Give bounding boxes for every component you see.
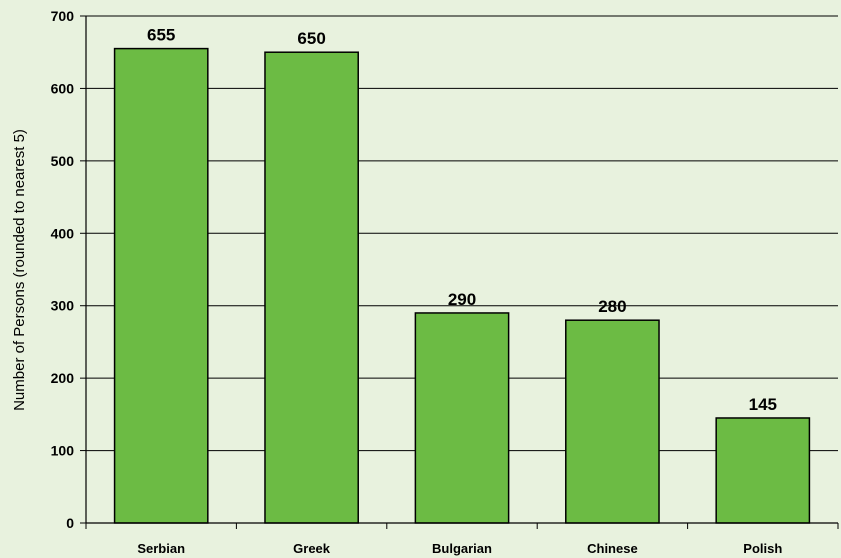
data-label-chinese: 280 [598,297,626,316]
x-tick-label-bulgarian: Bulgarian [432,541,492,556]
y-tick-label: 100 [51,443,75,459]
y-tick-labels: 0 100 200 300 400 500 600 700 [51,8,75,531]
y-tick-label: 700 [51,8,75,24]
y-tick-label: 600 [51,80,75,96]
data-label-polish: 145 [749,395,777,414]
data-label-serbian: 655 [147,26,175,45]
x-tick-label-greek: Greek [293,541,331,556]
data-labels: 655 650 290 280 145 [147,26,777,414]
axes [80,15,839,529]
y-axis-title: Number of Persons (rounded to nearest 5) [11,129,28,411]
y-tick-label: 400 [51,225,75,241]
y-tick-label: 0 [66,515,74,531]
bar-serbian [113,47,209,524]
y-tick-label: 500 [51,153,75,169]
y-tick-label: 200 [51,370,75,386]
x-tick-label-serbian: Serbian [137,541,185,556]
data-label-bulgarian: 290 [448,290,476,309]
y-tick-label: 300 [51,298,75,314]
bar-greek [264,51,359,524]
data-label-greek: 650 [297,29,325,48]
bar-polish [715,417,811,524]
x-tick-label-polish: Polish [743,541,782,556]
x-tick-label-chinese: Chinese [587,541,638,556]
bar-chinese [565,319,660,524]
bar-bulgarian [414,312,510,524]
x-tick-labels: Serbian Greek Bulgarian Chinese Polish [137,541,782,556]
